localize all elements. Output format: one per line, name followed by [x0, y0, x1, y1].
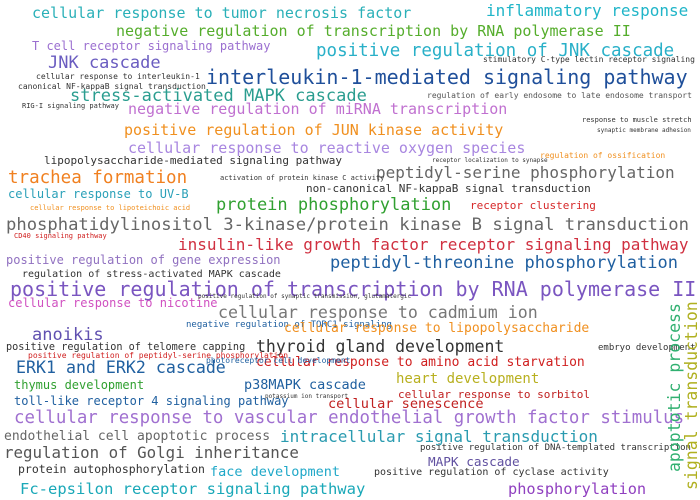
word: non-canonical NF-kappaB signal transduct… — [306, 182, 591, 195]
word: apoptotic process — [665, 303, 684, 472]
word: activation of protein kinase C activity — [220, 174, 384, 182]
word: lipopolysaccharide-mediated signaling pa… — [44, 154, 342, 167]
word: canonical NF-kappaB signal transduction — [18, 82, 206, 91]
word: thyroid gland development — [256, 337, 504, 356]
word: signal transduction — [682, 301, 700, 490]
word: trachea formation — [8, 168, 187, 188]
word: inflammatory response — [486, 1, 688, 20]
word: CD40 signaling pathway — [14, 232, 107, 240]
word: protein phosphorylation — [216, 195, 451, 215]
word: peptidyl-threonine phosphorylation — [330, 253, 678, 273]
word: protein autophosphorylation — [18, 462, 205, 476]
word: cellular response to amino acid starvati… — [256, 355, 585, 370]
word: photoreceptor cell development — [206, 356, 351, 365]
word: JNK cascade — [48, 53, 161, 73]
word: cellular response to UV-B — [8, 187, 189, 201]
word: heart development — [396, 371, 539, 387]
word: regulation of early endosome to late end… — [427, 91, 692, 100]
word: regulation of stress-activated MAPK casc… — [22, 269, 281, 280]
word: intracellular signal transduction — [280, 427, 598, 446]
word: peptidyl-serine phosphorylation — [376, 163, 675, 182]
word: anoikis — [32, 325, 104, 345]
word: positive regulation of cyclase activity — [374, 467, 609, 478]
word: stress-activated MAPK cascade — [70, 86, 367, 106]
word: cellular response to lipopolysaccharide — [284, 321, 589, 336]
word: phosphatidylinositol 3-kinase/protein ki… — [6, 215, 689, 235]
word: receptor localization to synapse — [432, 157, 548, 164]
word: cellular response to vascular endothelia… — [14, 408, 684, 428]
word: T cell receptor signaling pathway — [32, 39, 270, 53]
word: potassium ion transport — [265, 393, 348, 400]
word: positive regulation of JUN kinase activi… — [124, 121, 503, 139]
word: cellular response to lipoteichoic acid — [30, 204, 190, 212]
word: synaptic membrane adhesion — [597, 127, 691, 134]
word: ERK1 and ERK2 cascade — [16, 358, 226, 377]
word: Fc-epsilon receptor signaling pathway — [20, 480, 365, 498]
word: embryo development — [598, 343, 696, 353]
word: RIG-I signaling pathway — [22, 102, 119, 110]
word: positive regulation of peptidyl-serine p… — [28, 351, 288, 360]
word: positive regulation of telomere capping — [6, 342, 245, 353]
word: interleukin-1-mediated signaling pathway — [206, 65, 688, 89]
word: cellular response to cadmium ion — [218, 303, 538, 322]
word: p38MAPK cascade — [244, 377, 366, 393]
word: cellular response to reactive oxygen spe… — [128, 139, 525, 157]
word: toll-like receptor 4 signaling pathway — [14, 394, 289, 408]
word: receptor clustering — [470, 199, 596, 212]
word: cellular senescence — [328, 396, 484, 412]
word: positive regulation of JNK cascade — [316, 41, 674, 61]
word: regulation of Golgi inheritance — [4, 443, 299, 462]
word: positive regulation of gene expression — [6, 253, 281, 267]
word: cellular response to tumor necrosis fact… — [32, 4, 411, 22]
word: thymus development — [14, 378, 144, 392]
word: face development — [210, 464, 340, 480]
word: negative regulation of miRNA transcripti… — [128, 100, 507, 118]
word: positive regulation of synaptic transmis… — [198, 293, 412, 300]
word: regulation of ossification — [540, 151, 665, 160]
word: phosphorylation — [508, 480, 646, 498]
word: cellular response to nicotine — [8, 296, 218, 310]
word: insulin-like growth factor receptor sign… — [178, 235, 689, 254]
word: negative regulation of transcription by … — [116, 22, 631, 40]
word: MAPK cascade — [428, 454, 520, 469]
word: positive regulation of DNA-templated tra… — [420, 443, 691, 453]
word: cellular response to sorbitol — [398, 388, 590, 401]
word: cellular response to interleukin-1 — [36, 72, 200, 81]
word: response to muscle stretch — [582, 116, 692, 124]
word: negative regulation of TORC1 signaling — [186, 320, 392, 330]
word: stimulatory C-type lectin receptor signa… — [483, 55, 700, 64]
word: positive regulation of transcription by … — [10, 277, 696, 301]
word: endothelial cell apoptotic process — [4, 429, 270, 444]
